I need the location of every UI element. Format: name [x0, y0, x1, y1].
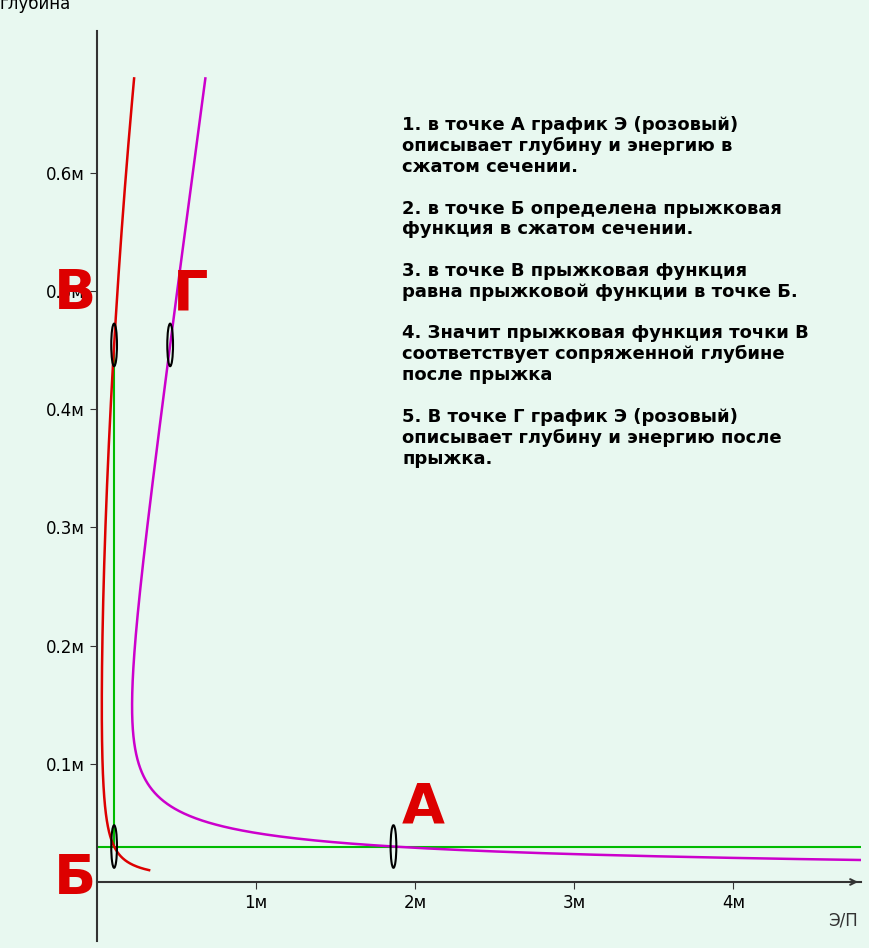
Text: А: А	[401, 781, 444, 834]
Text: Э/П: Э/П	[827, 912, 857, 929]
Text: В: В	[54, 267, 96, 321]
Text: Б: Б	[54, 852, 96, 906]
Text: Г: Г	[173, 267, 209, 321]
Y-axis label: глубина: глубина	[0, 0, 71, 13]
Text: 1. в точке А график Э (розовый)
описывает глубину и энергию в
сжатом сечении.

2: 1. в точке А график Э (розовый) описывае…	[401, 117, 808, 467]
